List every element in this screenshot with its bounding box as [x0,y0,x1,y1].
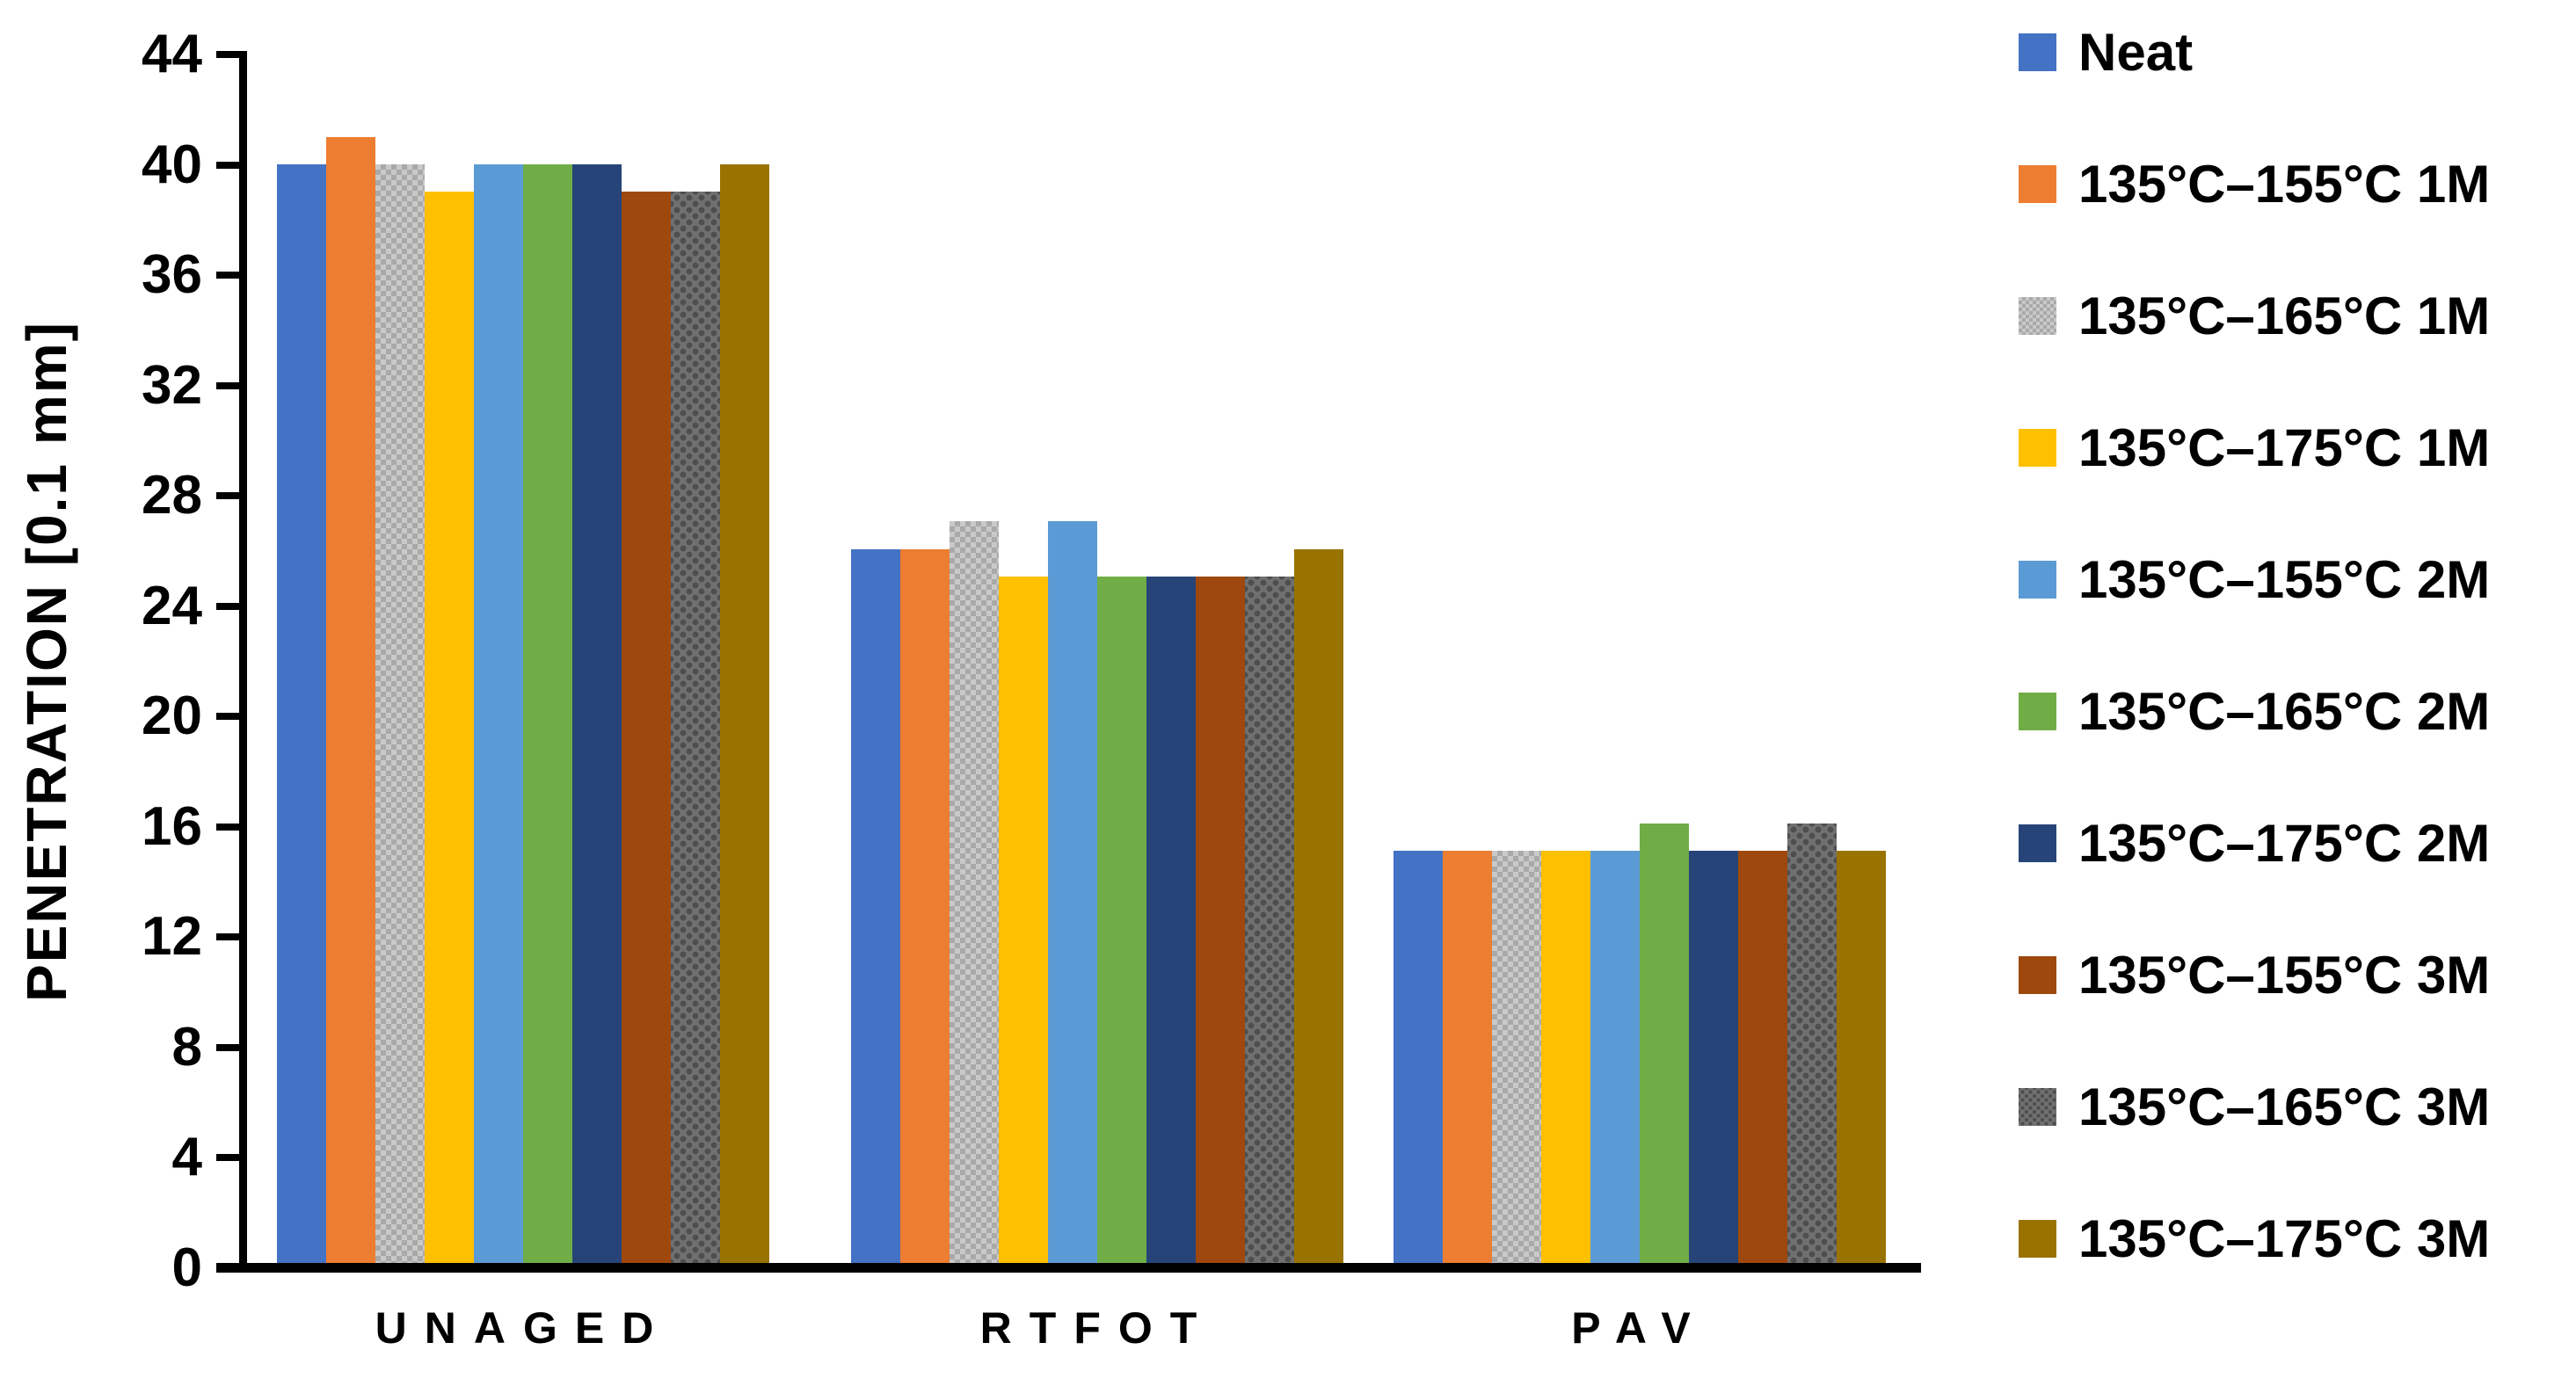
bar-rtfot-135-c-175-c-3m [1294,548,1343,1263]
bar-rtfot-135-c-175-c-1m [999,576,1048,1263]
legend-swatch-icon [2019,33,2056,71]
legend-item-135-c-155-c-3m: 135°C–155°C 3M [2019,945,2491,1005]
y-tick-40 [216,161,240,169]
bar-group-pav [1394,54,1886,1263]
legend-item-135-c-165-c-3m: 135°C–165°C 3M [2019,1078,2490,1136]
legend-label: 135°C–175°C 3M [2078,1208,2491,1268]
y-tick-label-0: 0 [171,1237,202,1298]
y-tick-label-16: 16 [142,795,202,857]
y-axis-title: PENETRATION [0.1 mm] [15,321,78,1002]
category-label-rtfot: RTFOT [979,1303,1215,1353]
y-tick-label-40: 40 [142,134,202,195]
legend-swatch-icon [2019,296,2056,335]
bar-pav-135-c-175-c-1m [1541,851,1590,1263]
legend-swatch-icon [2019,692,2056,730]
y-tick-4 [216,1154,240,1162]
legend-label: 135°C–155°C 3M [2078,945,2491,1005]
bar-pav-135-c-165-c-2m [1640,824,1689,1263]
y-tick-24 [216,602,240,610]
legend-label: 135°C–155°C 2M [2078,549,2491,609]
legend-label: 135°C–165°C 1M [2078,286,2491,345]
y-tick-label-20: 20 [142,686,202,747]
legend-label: 135°C–165°C 2M [2078,681,2491,741]
legend-label: 135°C–175°C 2M [2078,813,2491,873]
bar-unaged-135-c-165-c-3m [671,192,720,1263]
legend-label: 135°C–165°C 3M [2078,1077,2491,1136]
bar-group-unaged [277,54,769,1263]
bar-pav-135-c-155-c-1m [1443,851,1492,1263]
y-tick-label-44: 44 [142,24,202,84]
legend-item-135-c-155-c-1m: 135°C–155°C 1M [2019,154,2491,214]
legend-swatch-icon [2019,824,2056,862]
y-tick-label-28: 28 [142,465,202,526]
bar-unaged-neat [277,164,326,1263]
bar-pav-135-c-155-c-2m [1590,851,1640,1263]
legend-swatch-icon [2019,1219,2056,1258]
y-tick-label-36: 36 [142,244,202,306]
legend-label: Neat [2078,22,2194,82]
y-tick-label-24: 24 [142,575,202,636]
bar-rtfot-neat [851,548,900,1263]
bar-rtfot-135-c-155-c-3m [1196,576,1245,1263]
bar-rtfot-135-c-165-c-1m [950,521,999,1263]
bar-unaged-135-c-155-c-1m [326,136,375,1263]
bar-unaged-135-c-175-c-2m [572,164,622,1263]
y-tick-36 [216,272,240,279]
y-tick-32 [216,381,240,389]
bar-pav-135-c-175-c-3m [1837,851,1886,1263]
bar-unaged-135-c-165-c-1m [375,164,425,1263]
legend-item-neat: Neat [2019,22,2194,82]
bar-unaged-135-c-155-c-3m [622,192,671,1263]
bar-pav-neat [1394,851,1443,1263]
bar-rtfot-135-c-175-c-2m [1146,576,1196,1263]
y-tick-44 [216,51,240,58]
y-axis-line [239,51,247,1269]
bar-unaged-135-c-165-c-2m [523,164,572,1263]
bar-rtfot-135-c-155-c-2m [1048,521,1097,1263]
bar-rtfot-135-c-155-c-1m [900,548,950,1263]
x-axis-line [216,1263,1921,1273]
y-tick-8 [216,1043,240,1051]
y-tick-label-4: 4 [171,1127,202,1188]
legend-label: 135°C–175°C 1M [2078,417,2491,477]
y-tick-20 [216,713,240,721]
legend-item-135-c-165-c-1m: 135°C–165°C 1M [2019,287,2490,345]
legend-swatch-icon [2019,560,2056,599]
y-tick-0 [216,1265,240,1272]
y-tick-label-32: 32 [142,354,202,416]
legend-swatch-icon [2019,1087,2056,1126]
bar-rtfot-135-c-165-c-2m [1097,576,1146,1263]
legend-label: 135°C–155°C 1M [2078,154,2491,214]
bar-pav-135-c-165-c-1m [1492,851,1541,1263]
category-label-pav: PAV [1571,1303,1708,1353]
y-tick-label-12: 12 [142,906,202,968]
legend-item-135-c-175-c-1m: 135°C–175°C 1M [2019,417,2491,477]
bar-pav-135-c-165-c-3m [1787,824,1837,1263]
category-label-unaged: UNAGED [375,1303,672,1353]
bar-unaged-135-c-155-c-2m [474,164,523,1263]
legend-swatch-icon [2019,428,2056,467]
legend-item-135-c-155-c-2m: 135°C–155°C 2M [2019,549,2491,609]
legend-item-135-c-175-c-3m: 135°C–175°C 3M [2019,1208,2491,1268]
legend-swatch-icon [2019,955,2056,994]
bar-pav-135-c-155-c-3m [1738,851,1787,1263]
y-tick-label-8: 8 [171,1016,202,1078]
bar-group-rtfot [851,54,1343,1263]
bar-pav-135-c-175-c-2m [1689,851,1738,1263]
y-tick-16 [216,823,240,831]
legend-swatch-icon [2019,164,2056,203]
bar-rtfot-135-c-165-c-3m [1245,576,1294,1263]
y-tick-12 [216,933,240,941]
bar-unaged-135-c-175-c-1m [425,192,474,1263]
legend-item-135-c-175-c-2m: 135°C–175°C 2M [2019,813,2491,873]
legend-item-135-c-165-c-2m: 135°C–165°C 2M [2019,681,2491,741]
bar-unaged-135-c-175-c-3m [720,164,769,1263]
y-tick-28 [216,492,240,500]
